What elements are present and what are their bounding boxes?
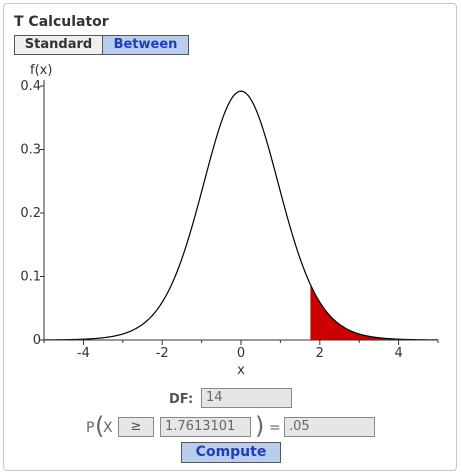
variable-label: X <box>103 420 113 436</box>
calculator-panel <box>3 3 457 471</box>
y-tick-label: 0.1 <box>20 270 41 285</box>
calculator-title: T Calculator <box>14 14 109 30</box>
x-tick-label: 0 <box>237 346 245 361</box>
df-label: DF: <box>169 392 194 407</box>
probability-input[interactable]: .05 <box>284 417 375 437</box>
x-axis-title: x <box>237 363 245 378</box>
shaded-tail-area <box>310 284 438 340</box>
open-paren: ( <box>95 412 105 440</box>
x-tick-label: 4 <box>394 346 402 361</box>
compute-button[interactable]: Compute <box>181 442 281 463</box>
x-tick-label: -4 <box>77 346 90 361</box>
close-paren: ) <box>255 412 265 440</box>
density-curve <box>43 90 439 341</box>
x-tick-label: 2 <box>316 346 324 361</box>
equals-sign: = <box>269 420 281 436</box>
x-tick-label: -2 <box>156 346 169 361</box>
y-tick-label: 0.2 <box>20 206 41 221</box>
y-tick-label: 0.4 <box>20 79 41 94</box>
y-axis-title: f(x) <box>30 63 52 78</box>
y-tick-label: 0 <box>33 333 41 348</box>
x-value-input[interactable]: 1.7613101 <box>160 417 251 437</box>
probability-label: P <box>86 420 95 436</box>
t-distribution-chart: -4 -2 0 2 4 0 0.1 0.2 0.3 0.4f(x) x <box>20 63 439 378</box>
tab-between[interactable]: Between <box>103 35 189 55</box>
mode-tabs: Standard Between <box>14 35 189 55</box>
tab-standard[interactable]: Standard <box>14 35 103 55</box>
df-input[interactable]: 14 <box>201 388 292 408</box>
operator-select[interactable]: ≥ <box>118 417 154 437</box>
y-tick-label: 0.3 <box>20 143 41 158</box>
